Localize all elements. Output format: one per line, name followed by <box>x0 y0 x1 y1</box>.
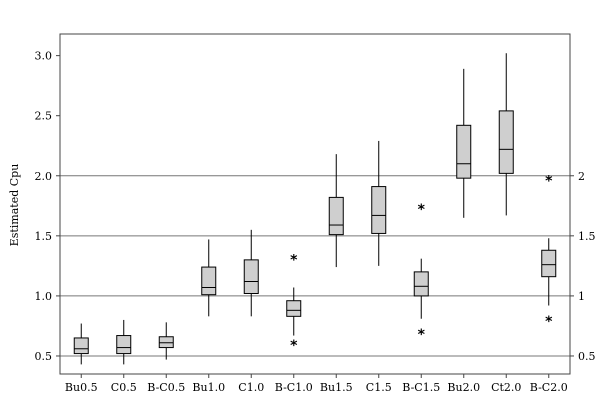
right-y-axis: 0.5 1 1.5 2 <box>570 170 596 363</box>
outlier-marker: * <box>290 253 298 269</box>
box-B-C1.5: ** <box>413 202 429 343</box>
right-tick-label: 2 <box>578 170 585 183</box>
x-tick-label: C1.5 <box>366 381 392 394</box>
iqr-box <box>116 335 132 355</box>
x-tick-label: Bu2.0 <box>447 381 480 394</box>
box-series: ****** <box>73 53 557 365</box>
box-B-C0.5 <box>158 322 174 360</box>
box-Bu0.5 <box>73 323 89 365</box>
x-tick-label: B-C2.0 <box>530 381 568 394</box>
left-tick-label: 0.5 <box>35 350 53 363</box>
iqr-box <box>413 271 429 297</box>
left-y-axis: 0.5 1.0 1.5 2.0 2.5 3.0 <box>35 50 60 363</box>
x-tick-label: B-C1.5 <box>402 381 440 394</box>
x-axis: Bu0.5 C0.5 B-C0.5 Bu1.0 C1.0 B-C1.0 Bu1.5 C1.5 B… <box>65 374 568 394</box>
box-Bu2.0 <box>456 68 472 218</box>
right-tick-label: 1 <box>578 290 585 303</box>
left-tick-label: 1.0 <box>35 290 53 303</box>
iqr-box <box>541 249 557 278</box>
iqr-box <box>243 259 259 295</box>
x-tick-label: Bu0.5 <box>65 381 98 394</box>
right-tick-label: 0.5 <box>578 350 596 363</box>
y-axis-label: Estimated Cpu <box>8 164 21 247</box>
box-Bu1.5 <box>328 154 344 268</box>
outlier-marker: * <box>290 338 298 354</box>
left-tick-label: 2.5 <box>35 110 53 123</box>
x-tick-label: B-C0.5 <box>147 381 185 394</box>
box-C1.5 <box>371 140 387 266</box>
x-tick-label: Bu1.5 <box>320 381 353 394</box>
outlier-marker: * <box>418 327 426 343</box>
x-tick-label: C0.5 <box>111 381 137 394</box>
x-tick-label: C1.0 <box>238 381 264 394</box>
left-tick-label: 1.5 <box>35 230 53 243</box>
iqr-box <box>498 110 514 174</box>
left-tick-label: 3.0 <box>35 50 53 63</box>
x-tick-label: Ct2.0 <box>491 381 521 394</box>
box-C1.0 <box>243 229 259 317</box>
outlier-marker: * <box>545 314 553 330</box>
right-tick-label: 1.5 <box>578 230 596 243</box>
iqr-box <box>286 300 302 317</box>
iqr-box <box>371 186 387 234</box>
iqr-box <box>73 337 89 355</box>
box-Ct2.0 <box>498 53 514 216</box>
iqr-box <box>201 266 217 296</box>
outlier-marker: * <box>545 173 553 189</box>
box-B-C1.0: ** <box>286 253 302 354</box>
x-tick-label: Bu1.0 <box>192 381 225 394</box>
iqr-box <box>328 196 344 236</box>
x-tick-label: B-C1.0 <box>275 381 313 394</box>
iqr-box <box>456 124 472 179</box>
plot-frame <box>59 33 571 375</box>
box-Bu1.0 <box>201 239 217 317</box>
box-C0.5 <box>116 319 132 365</box>
box-B-C2.0: ** <box>541 173 557 330</box>
left-tick-label: 2.0 <box>35 170 53 183</box>
iqr-box <box>158 336 174 349</box>
outlier-marker: * <box>418 202 426 218</box>
gridlines <box>60 175 570 357</box>
